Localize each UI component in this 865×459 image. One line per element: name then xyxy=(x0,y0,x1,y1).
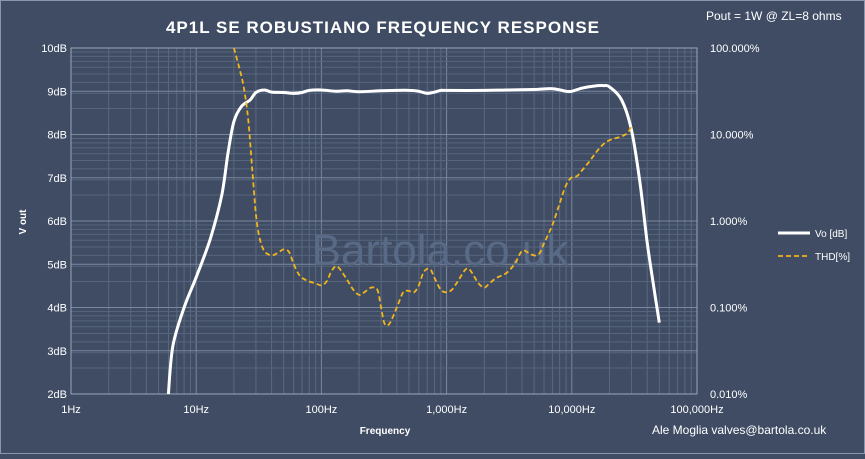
x-tick-label: 100Hz xyxy=(306,404,338,416)
y2-tick-label: 1.000% xyxy=(710,216,748,228)
y2-tick-label: 10.000% xyxy=(710,130,754,142)
x-tick-label: 100,000Hz xyxy=(670,404,723,416)
legend: Vo [dB] THD[%] xyxy=(778,229,850,263)
y2-tick-label: 100.000% xyxy=(710,43,760,55)
series-line-vo xyxy=(166,83,661,395)
y-tick-label: 2dB xyxy=(47,389,67,401)
author-credit: Ale Moglia valves@bartola.co.uk xyxy=(652,423,827,437)
series-group xyxy=(166,47,661,395)
plot-area-border xyxy=(70,47,698,395)
x-tick-label: 10Hz xyxy=(183,404,209,416)
chart-title: 4P1L SE ROBUSTIANO FREQUENCY RESPONSE xyxy=(166,18,600,37)
x-axis-ticks: 1Hz 10Hz 100Hz 1,000Hz 10,000Hz 100,000Hz xyxy=(61,404,723,416)
test-condition: Pout = 1W @ ZL=8 ohms xyxy=(706,9,842,23)
x-tick-label: 10,000Hz xyxy=(548,404,595,416)
watermark: Bartola.co.uk xyxy=(312,226,570,275)
y-tick-label: 9dB xyxy=(47,86,67,98)
legend-label: Vo [dB] xyxy=(815,229,847,240)
y-tick-label: 10dB xyxy=(41,43,67,55)
y-tick-label: 4dB xyxy=(47,303,67,315)
series-line-thd xyxy=(233,47,633,327)
y-tick-label: 8dB xyxy=(47,130,67,142)
x-tick-label: 1,000Hz xyxy=(426,404,467,416)
left-axis-ticks: 2dB 3dB 4dB 5dB 6dB 7dB 8dB 9dB 10dB xyxy=(41,43,67,401)
y-tick-label: 3dB xyxy=(47,346,67,358)
y-tick-label: 5dB xyxy=(47,259,67,271)
x-tick-label: 1Hz xyxy=(61,404,81,416)
y-tick-label: 7dB xyxy=(47,173,67,185)
y-axis-label: V out xyxy=(18,209,29,235)
y2-tick-label: 0.100% xyxy=(710,303,748,315)
x-axis-label: Frequency xyxy=(360,426,411,437)
y-tick-label: 6dB xyxy=(47,216,67,228)
legend-label: THD[%] xyxy=(815,252,850,263)
right-axis-ticks: 0.010% 0.100% 1.000% 10.000% 100.000% xyxy=(710,43,760,401)
y2-tick-label: 0.010% xyxy=(710,389,748,401)
